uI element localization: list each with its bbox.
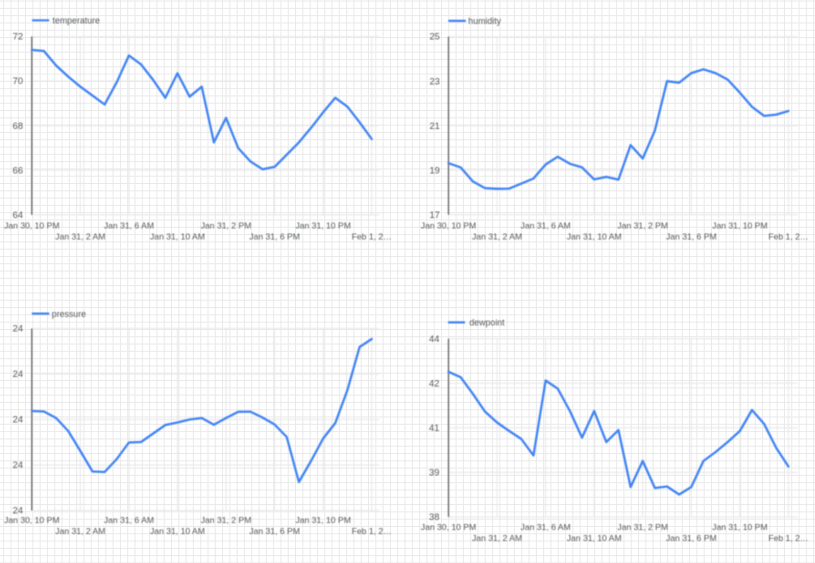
svg-text:Jan 31, 2 AM: Jan 31, 2 AM xyxy=(472,533,522,543)
svg-text:Jan 31, 6 AM: Jan 31, 6 AM xyxy=(521,522,571,532)
svg-text:Jan 30, 10 PM: Jan 30, 10 PM xyxy=(4,221,59,231)
svg-text:24: 24 xyxy=(13,460,23,470)
svg-text:Jan 31, 6 AM: Jan 31, 6 AM xyxy=(104,515,154,525)
svg-text:24: 24 xyxy=(13,415,23,425)
svg-text:humidity: humidity xyxy=(468,16,501,26)
svg-text:Jan 31, 2 AM: Jan 31, 2 AM xyxy=(55,526,105,536)
svg-text:temperature: temperature xyxy=(53,16,101,26)
svg-text:Feb 1, 2…: Feb 1, 2… xyxy=(352,232,392,242)
svg-text:Jan 31, 10 PM: Jan 31, 10 PM xyxy=(295,515,350,525)
svg-text:Jan 31, 10 PM: Jan 31, 10 PM xyxy=(712,221,767,231)
svg-text:19: 19 xyxy=(429,165,439,175)
svg-text:Jan 31, 6 PM: Jan 31, 6 PM xyxy=(249,526,300,536)
svg-text:Jan 31, 2 AM: Jan 31, 2 AM xyxy=(55,232,105,242)
svg-text:dewpoint: dewpoint xyxy=(469,318,505,328)
svg-text:Jan 31, 2 PM: Jan 31, 2 PM xyxy=(201,221,252,231)
svg-text:42: 42 xyxy=(429,378,439,388)
svg-text:Jan 31, 10 AM: Jan 31, 10 AM xyxy=(567,232,622,242)
svg-text:Jan 31, 10 AM: Jan 31, 10 AM xyxy=(150,526,205,536)
svg-text:Jan 31, 6 PM: Jan 31, 6 PM xyxy=(666,232,717,242)
svg-text:64: 64 xyxy=(13,210,23,220)
svg-text:70: 70 xyxy=(13,76,23,86)
svg-text:Feb 1, 2…: Feb 1, 2… xyxy=(768,232,808,242)
svg-text:Jan 30, 10 PM: Jan 30, 10 PM xyxy=(421,522,476,532)
svg-text:24: 24 xyxy=(13,506,23,516)
svg-text:17: 17 xyxy=(429,210,439,220)
svg-text:24: 24 xyxy=(13,324,23,334)
svg-text:39: 39 xyxy=(429,467,439,477)
svg-text:24: 24 xyxy=(13,369,23,379)
svg-text:Jan 30, 10 PM: Jan 30, 10 PM xyxy=(4,515,59,525)
svg-text:Jan 31, 2 PM: Jan 31, 2 PM xyxy=(617,221,668,231)
svg-text:pressure: pressure xyxy=(52,309,86,319)
svg-text:38: 38 xyxy=(429,512,439,522)
svg-text:Jan 31, 10 AM: Jan 31, 10 AM xyxy=(567,533,622,543)
svg-text:Jan 31, 10 AM: Jan 31, 10 AM xyxy=(150,232,205,242)
svg-text:Jan 31, 6 AM: Jan 31, 6 AM xyxy=(104,221,154,231)
svg-text:41: 41 xyxy=(429,423,439,433)
svg-text:Jan 31, 6 AM: Jan 31, 6 AM xyxy=(521,221,571,231)
svg-text:Jan 31, 2 PM: Jan 31, 2 PM xyxy=(617,522,668,532)
svg-text:72: 72 xyxy=(13,32,23,42)
svg-text:Feb 1, 2…: Feb 1, 2… xyxy=(768,533,808,543)
svg-text:21: 21 xyxy=(429,121,439,131)
svg-text:Jan 31, 10 PM: Jan 31, 10 PM xyxy=(295,221,350,231)
svg-text:66: 66 xyxy=(13,165,23,175)
svg-text:23: 23 xyxy=(429,76,439,86)
svg-text:Jan 31, 6 PM: Jan 31, 6 PM xyxy=(249,232,300,242)
svg-text:Jan 31, 2 PM: Jan 31, 2 PM xyxy=(201,515,252,525)
svg-text:Jan 31, 6 PM: Jan 31, 6 PM xyxy=(666,533,717,543)
svg-text:Jan 30, 10 PM: Jan 30, 10 PM xyxy=(421,221,476,231)
svg-text:Jan 31, 2 AM: Jan 31, 2 AM xyxy=(472,232,522,242)
svg-text:44: 44 xyxy=(429,334,439,344)
svg-text:Feb 1, 2…: Feb 1, 2… xyxy=(352,526,392,536)
svg-text:68: 68 xyxy=(13,121,23,131)
svg-text:25: 25 xyxy=(429,32,439,42)
svg-text:Jan 31, 10 PM: Jan 31, 10 PM xyxy=(712,522,767,532)
